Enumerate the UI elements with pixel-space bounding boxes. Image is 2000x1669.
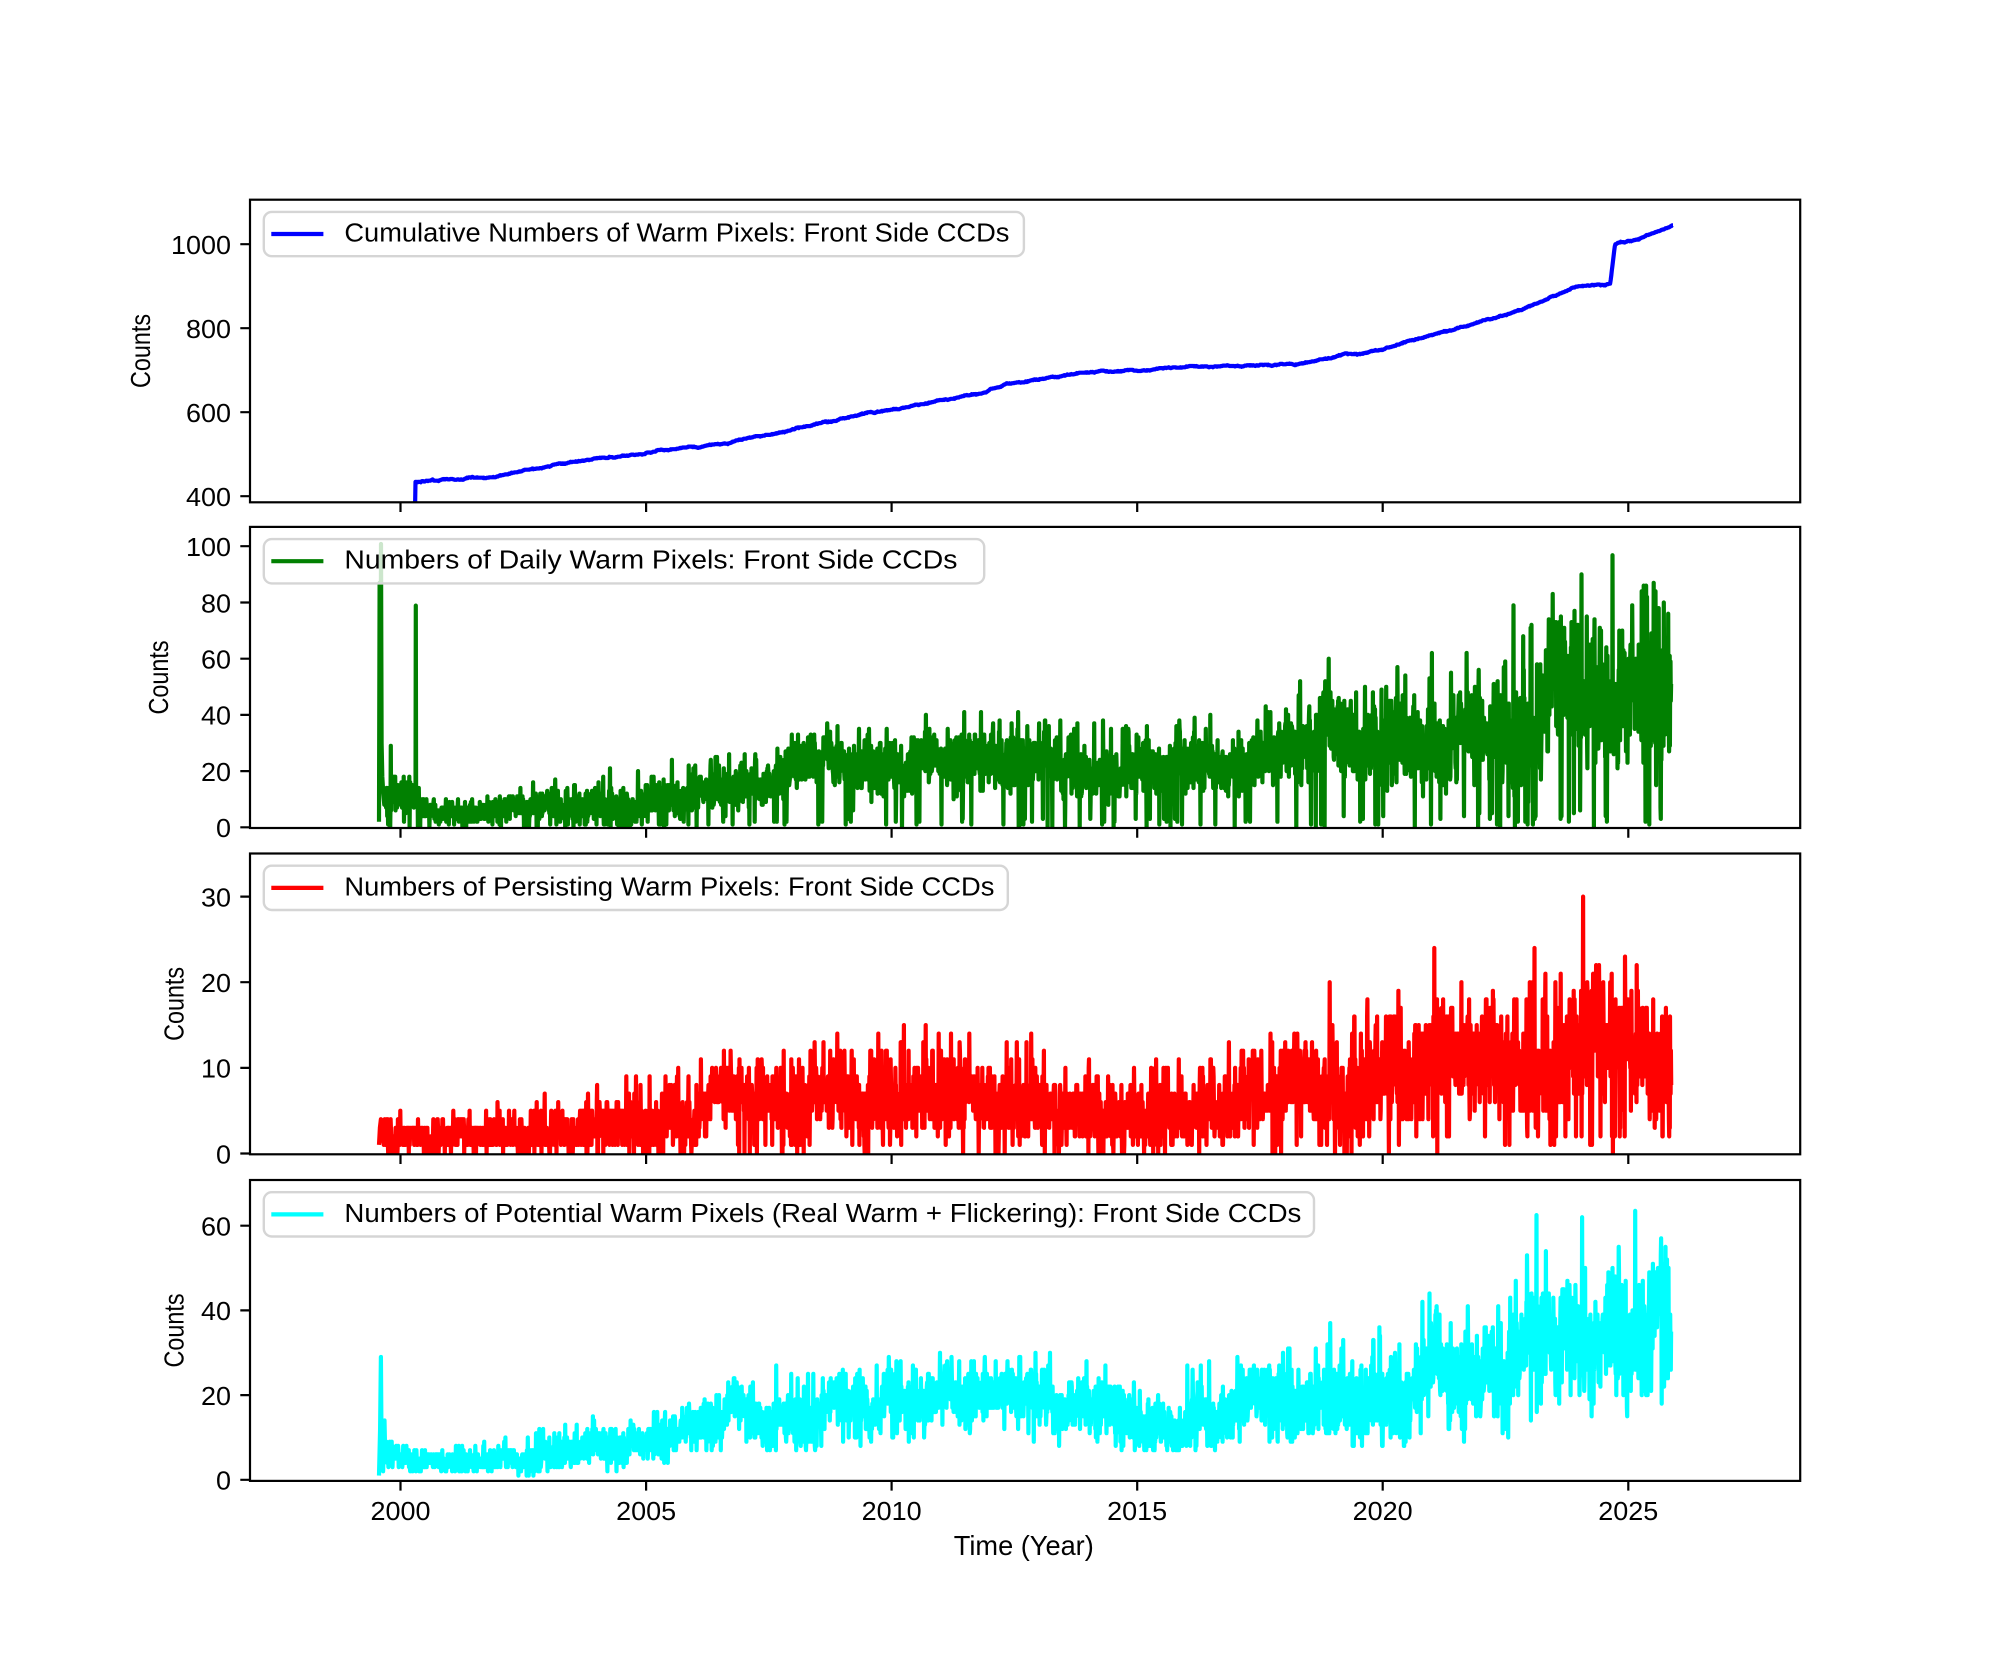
svg-text:800: 800 [186,316,231,344]
svg-text:Numbers of Daily Warm Pixels:: Numbers of Daily Warm Pixels: Front Side… [344,547,957,575]
svg-text:2015: 2015 [1107,1498,1167,1526]
svg-text:2000: 2000 [371,1498,431,1526]
svg-text:Counts: Counts [125,314,156,388]
svg-text:1000: 1000 [171,232,231,260]
svg-text:20: 20 [201,759,231,787]
svg-text:80: 80 [201,590,231,618]
svg-text:Counts: Counts [143,641,174,715]
svg-text:Numbers of Potential Warm Pixe: Numbers of Potential Warm Pixels (Real W… [344,1200,1301,1228]
svg-text:10: 10 [201,1056,231,1084]
svg-text:40: 40 [201,1298,231,1326]
svg-text:60: 60 [201,1214,231,1242]
svg-text:2020: 2020 [1353,1498,1413,1526]
svg-text:20: 20 [201,970,231,998]
svg-text:400: 400 [186,484,231,512]
svg-text:0: 0 [216,1141,231,1169]
svg-text:Numbers of Persisting Warm Pix: Numbers of Persisting Warm Pixels: Front… [344,873,994,901]
svg-text:Cumulative Numbers of Warm Pix: Cumulative Numbers of Warm Pixels: Front… [344,220,1009,248]
svg-text:60: 60 [201,647,231,675]
svg-text:0: 0 [216,815,231,843]
svg-text:2025: 2025 [1598,1498,1658,1526]
svg-text:Time (Year): Time (Year) [954,1530,1094,1561]
svg-text:2005: 2005 [616,1498,676,1526]
svg-text:600: 600 [186,400,231,428]
svg-text:100: 100 [186,534,231,562]
svg-text:40: 40 [201,703,231,731]
svg-text:2010: 2010 [862,1498,922,1526]
svg-text:30: 30 [201,884,231,912]
svg-text:Counts: Counts [159,1294,190,1368]
svg-text:Counts: Counts [159,967,190,1041]
svg-text:20: 20 [201,1383,231,1411]
svg-text:0: 0 [216,1468,231,1496]
